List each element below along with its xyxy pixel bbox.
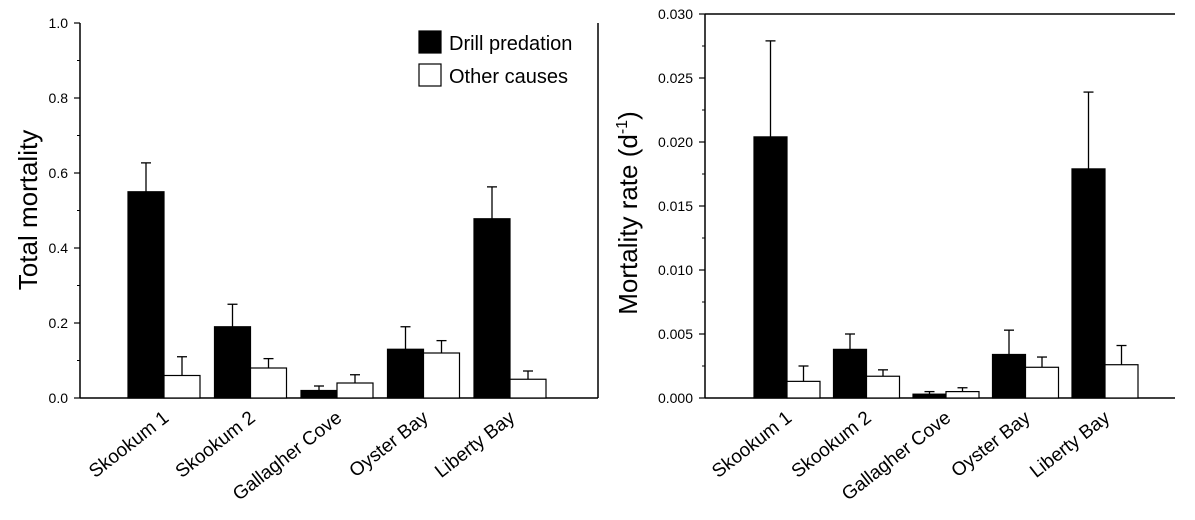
right-bar-drill [832, 348, 868, 399]
legend-swatch [418, 63, 442, 87]
left-y-tick-label: 0.6 [49, 165, 69, 181]
left-y-axis-title: Total mortality [13, 130, 43, 290]
right-bar-other [945, 391, 980, 399]
left-y-tick-label: 0.0 [49, 390, 69, 406]
left-y-tick-label: 1.0 [49, 15, 69, 31]
left-bar-drill [300, 389, 338, 399]
right-bar-drill [753, 136, 788, 399]
right-bar-drill [991, 353, 1027, 399]
left-category-label: Oyster Bay [346, 407, 433, 482]
chart-right-mortality-rate: 0.000 0.005 0.010 0.015 0.020 0.025 0.030 Morta… [613, 6, 1175, 505]
right-category-label: Oyster Bay [948, 407, 1035, 482]
left-bar-other [249, 367, 288, 399]
left-bar-other [422, 352, 461, 399]
right-category-label: Skookum 1 [708, 407, 796, 482]
right-y-axis-title: Mortality rate (d-1) [613, 111, 643, 315]
legend-label: Other causes [449, 66, 568, 88]
right-bar-other [865, 375, 901, 399]
left-bar-drill [127, 191, 165, 399]
left-category-label: Skookum 1 [85, 407, 173, 482]
right-bar-drill [1071, 168, 1106, 399]
left-bar-drill [473, 218, 511, 399]
left-bar-drill [213, 326, 252, 399]
right-y-tick-label: 0.020 [658, 134, 693, 150]
left-bar-other [509, 378, 547, 399]
chart-left-total-mortality: 0.0 0.2 0.4 0.6 0.8 1.0 Total mortality Skookum… [13, 15, 599, 505]
legend-swatch [418, 30, 442, 54]
right-category-label: Liberty Bay [1026, 407, 1114, 482]
right-y-tick-label: 0.010 [658, 262, 693, 278]
right-y-tick-label: 0.015 [658, 198, 693, 214]
right-y-tick-label: 0.005 [658, 326, 693, 342]
left-y-tick-label: 0.2 [49, 315, 69, 331]
right-bar-other [1104, 364, 1139, 399]
left-bar-drill [386, 348, 425, 399]
left-category-label: Skookum 2 [172, 407, 260, 482]
legend-label: Drill predation [449, 33, 572, 55]
left-y-tick-label: 0.8 [49, 90, 69, 106]
left-category-label: Liberty Bay [431, 407, 519, 482]
right-bar-other [1024, 366, 1060, 399]
left-y-tick-label: 0.4 [49, 240, 69, 256]
right-y-tick-label: 0.000 [658, 390, 693, 406]
right-bar-drill [912, 393, 947, 399]
right-y-tick-label: 0.030 [658, 6, 693, 22]
right-y-tick-label: 0.025 [658, 70, 693, 86]
right-bar-other [786, 380, 821, 399]
left-bar-other [163, 374, 201, 399]
left-bar-other [336, 382, 374, 399]
